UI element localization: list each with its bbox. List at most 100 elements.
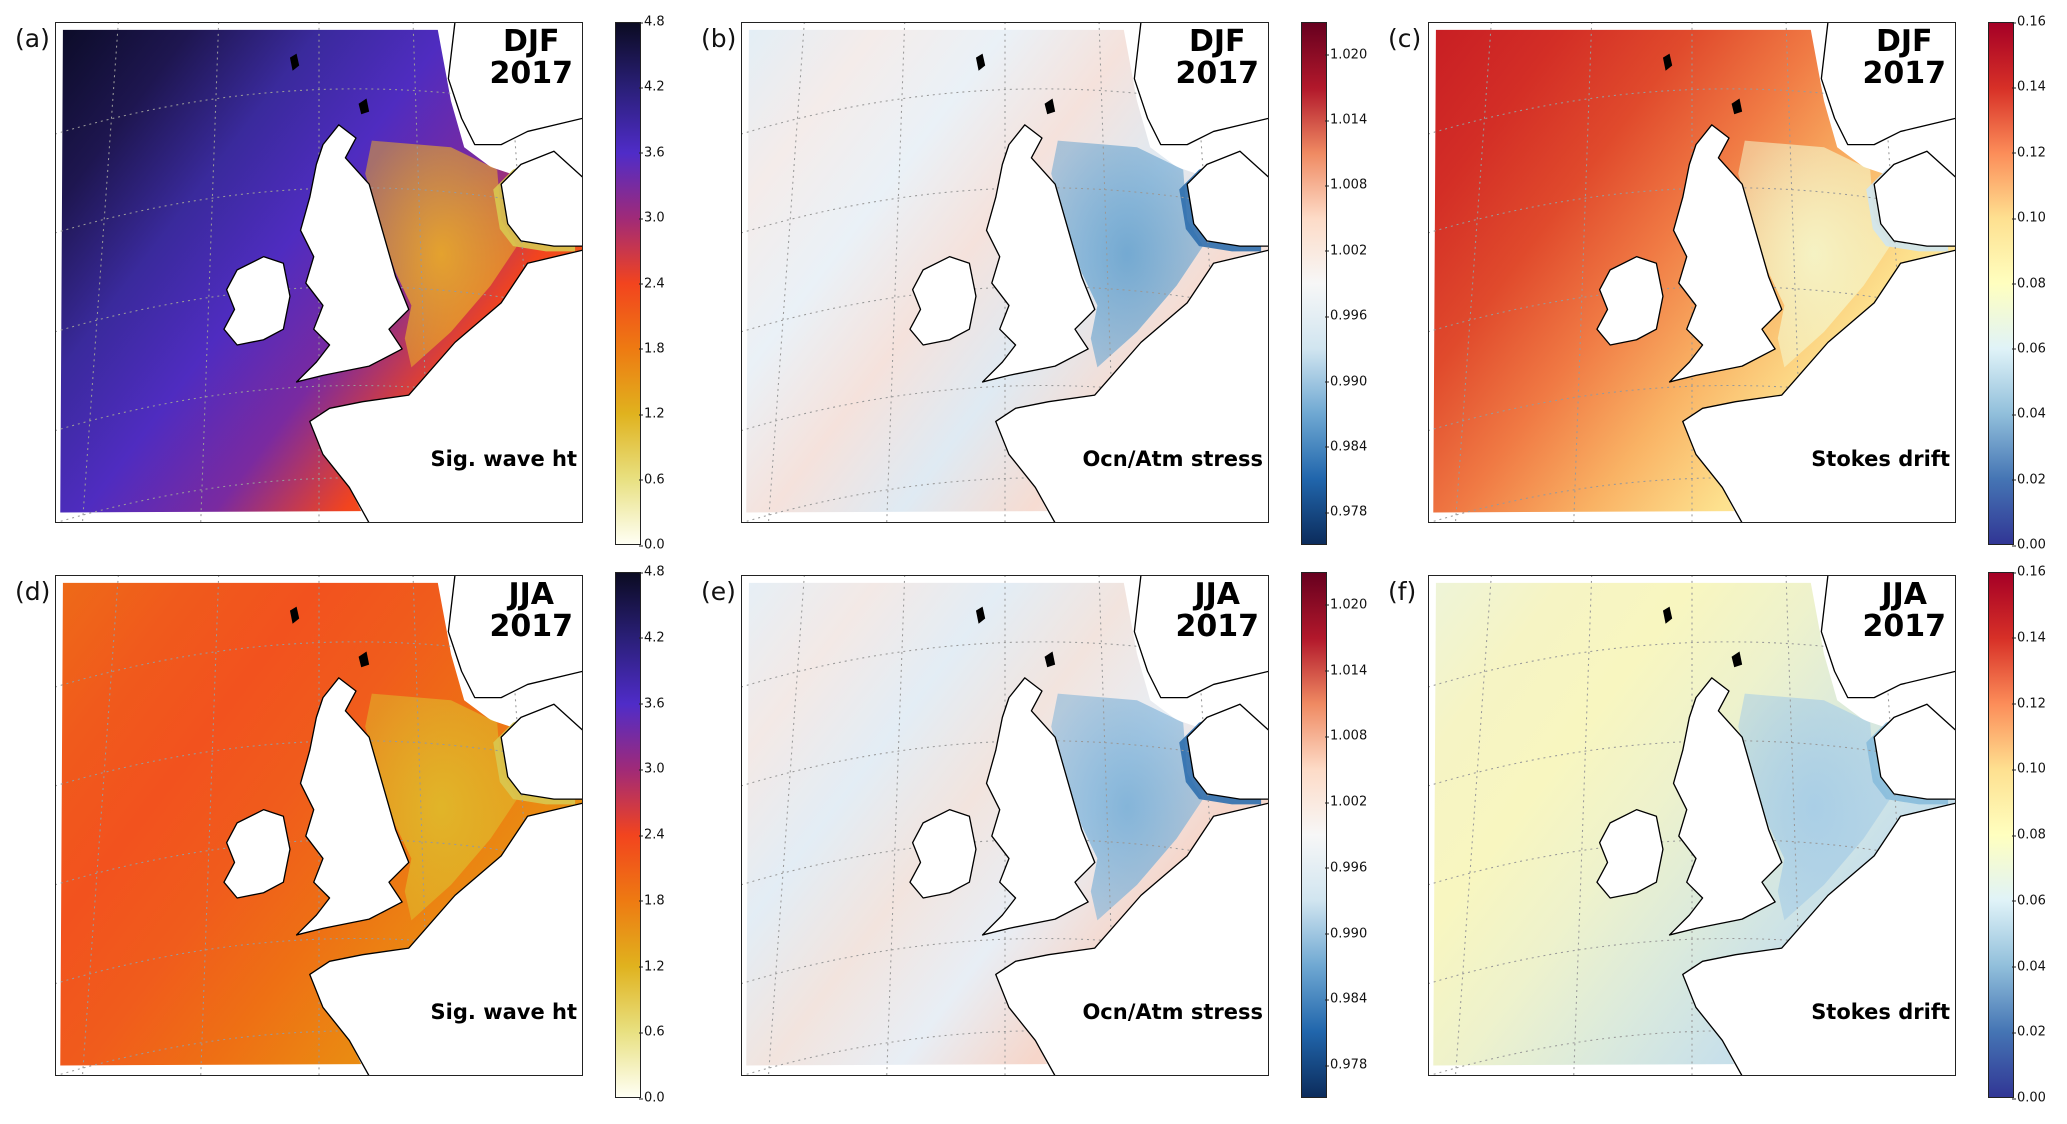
panel-label: (a) [15,24,50,53]
panel-label: (e) [701,577,736,606]
graticule-meridian [1573,22,1593,523]
graticule-meridian [1098,22,1117,523]
variable-label: Ocn/Atm stress [1082,447,1263,471]
colorbar-tick-label: 0.04 [2012,406,2046,422]
graticule-meridian [767,575,805,1076]
colorbar-tick-label: 0.996 [1324,860,1368,876]
island [1044,651,1056,668]
graticule-meridian [1785,575,1804,1076]
heatmap-d [55,575,583,1076]
colorbar-tick-label: 3.0 [639,210,665,226]
year-text: 2017 [1175,56,1260,91]
graticule-meridian [1573,575,1593,1076]
colorbar-tick-label: 3.0 [639,761,665,777]
land-norway [1820,22,1956,146]
variable-label: Sig. wave ht [430,447,577,471]
graticule-meridian [412,22,431,523]
colorbar-tick-label: 0.984 [1324,991,1368,1007]
colorbar-tick-label: 1.020 [1324,47,1368,63]
north-sea-field [365,693,517,921]
colorbar-tick-label: 0.14 [2012,630,2046,646]
year-text: 2017 [489,56,574,91]
variable-label: Stokes drift [1811,1000,1950,1024]
heatmap-c [1428,22,1956,523]
colorbar-b: 0.978 0.984 0.990 0.996 1.002 1.008 1.014 1.020 [1301,22,1367,545]
season-text: DJF [1188,24,1246,59]
panel-label: (f) [1388,577,1417,606]
land-great-britain [981,124,1096,383]
variable-label: Ocn/Atm stress [1082,1000,1263,1024]
graticule-parallel [1428,88,1956,135]
graticule-meridian [1098,575,1117,1076]
colorbar-tick-label: 0.0 [639,1090,665,1106]
graticule-meridian [200,22,220,523]
colorbar-tick-label: 0.14 [2012,79,2046,95]
land-norway [447,575,583,699]
map-panel-d: (d) JJA 2017 Sig. wave ht [15,575,583,1076]
year-text: 2017 [1175,609,1260,644]
colorbar-tick-label: 0.984 [1324,439,1368,455]
graticule-parallel [741,641,1269,688]
season-label: DJF 2017 [1863,26,1947,90]
land-continent [1682,802,1956,1076]
land-ireland [223,256,291,346]
island [975,53,986,71]
graticule-parallel [55,88,583,135]
season-label: DJF 2017 [490,26,574,90]
graticule-meridian [767,22,805,523]
north-sea-field [1051,140,1203,368]
map-panel-e: (e) JJA 2017 Ocn/Atm stress [701,575,1269,1076]
colorbar-tick-label: 1.2 [639,406,665,422]
island [358,651,370,668]
north-sea-field [1738,140,1890,368]
colorbar-tick-label: 4.2 [639,630,665,646]
colorbar-tick-label: 1.8 [639,893,665,909]
graticule-parallel [55,477,583,523]
north-sea-field [1051,693,1203,921]
island [358,98,370,115]
land-denmark [500,703,583,800]
north-sea-field [1738,693,1890,921]
season-text: DJF [502,24,560,59]
land-denmark [1186,150,1269,247]
colorbar-d: 0.0 0.6 1.2 1.8 2.4 3.0 3.6 4.2 4.8 [615,565,665,1106]
graticule-parallel [1428,937,1956,985]
heatmap-a [55,22,583,523]
colorbar-tick-label: 0.00 [2012,1090,2046,1106]
colorbar-a: 0.0 0.6 1.2 1.8 2.4 3.0 3.6 4.2 4.8 [615,15,665,553]
island [1044,98,1056,115]
colorbar-tick-label: 0.0 [639,537,665,553]
land-denmark [500,150,583,247]
land-great-britain [1668,677,1783,936]
colorbar-c: 0.00 0.02 0.04 0.06 0.08 0.10 0.12 0.14 0.16 [1988,15,2046,553]
graticule-parallel [741,88,1269,135]
colorbar-tick-label: 0.978 [1324,504,1368,520]
colorbar-tick-label: 0.06 [2012,893,2046,909]
map-panel-f: (f) JJA 2017 Stokes drift [1388,575,1956,1076]
colorbar-tick-label: 1.008 [1324,728,1368,744]
colorbar-tick-label: 1.014 [1324,112,1368,128]
land-ireland [1596,256,1664,346]
graticule-parallel [55,937,583,985]
land-ireland [223,809,291,899]
land-great-britain [1668,124,1783,383]
graticule-meridian [1785,22,1804,523]
graticule-meridian [412,575,431,1076]
colorbar-tick-label: 0.12 [2012,696,2046,711]
season-text: JJA [1194,577,1241,612]
season-label: JJA 2017 [1176,579,1260,643]
land-norway [1133,22,1269,146]
graticule-meridian [81,575,119,1076]
graticule-parallel [55,1030,583,1076]
graticule-parallel [1428,641,1956,688]
colorbar-tick-label: 1.020 [1324,597,1368,613]
colorbar-tick-label: 3.6 [639,145,665,161]
season-text: JJA [508,577,555,612]
island [1662,606,1673,624]
colorbar-tick-label: 0.996 [1324,308,1368,324]
graticule-parallel [1428,1030,1956,1076]
island [1731,651,1743,668]
colorbar-tick-label: 0.08 [2012,827,2046,843]
colorbar-tick-label: 4.8 [639,14,665,30]
graticule-parallel [55,641,583,688]
